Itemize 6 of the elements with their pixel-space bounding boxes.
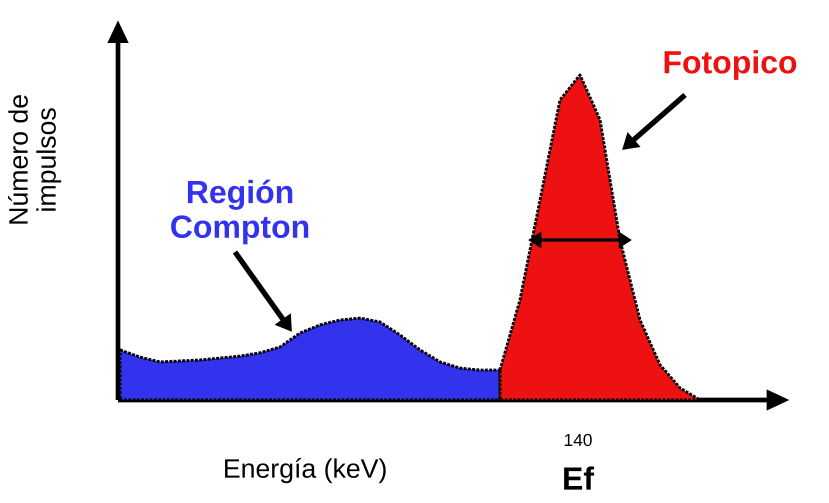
x-axis-title: Energía (keV) xyxy=(225,458,386,484)
text: Fotopico xyxy=(664,50,796,80)
text: Ef xyxy=(564,466,594,490)
text: Región Compton xyxy=(171,180,308,244)
y-axis-title: Número de impulsos xyxy=(8,95,62,224)
text: 140 xyxy=(564,434,592,446)
